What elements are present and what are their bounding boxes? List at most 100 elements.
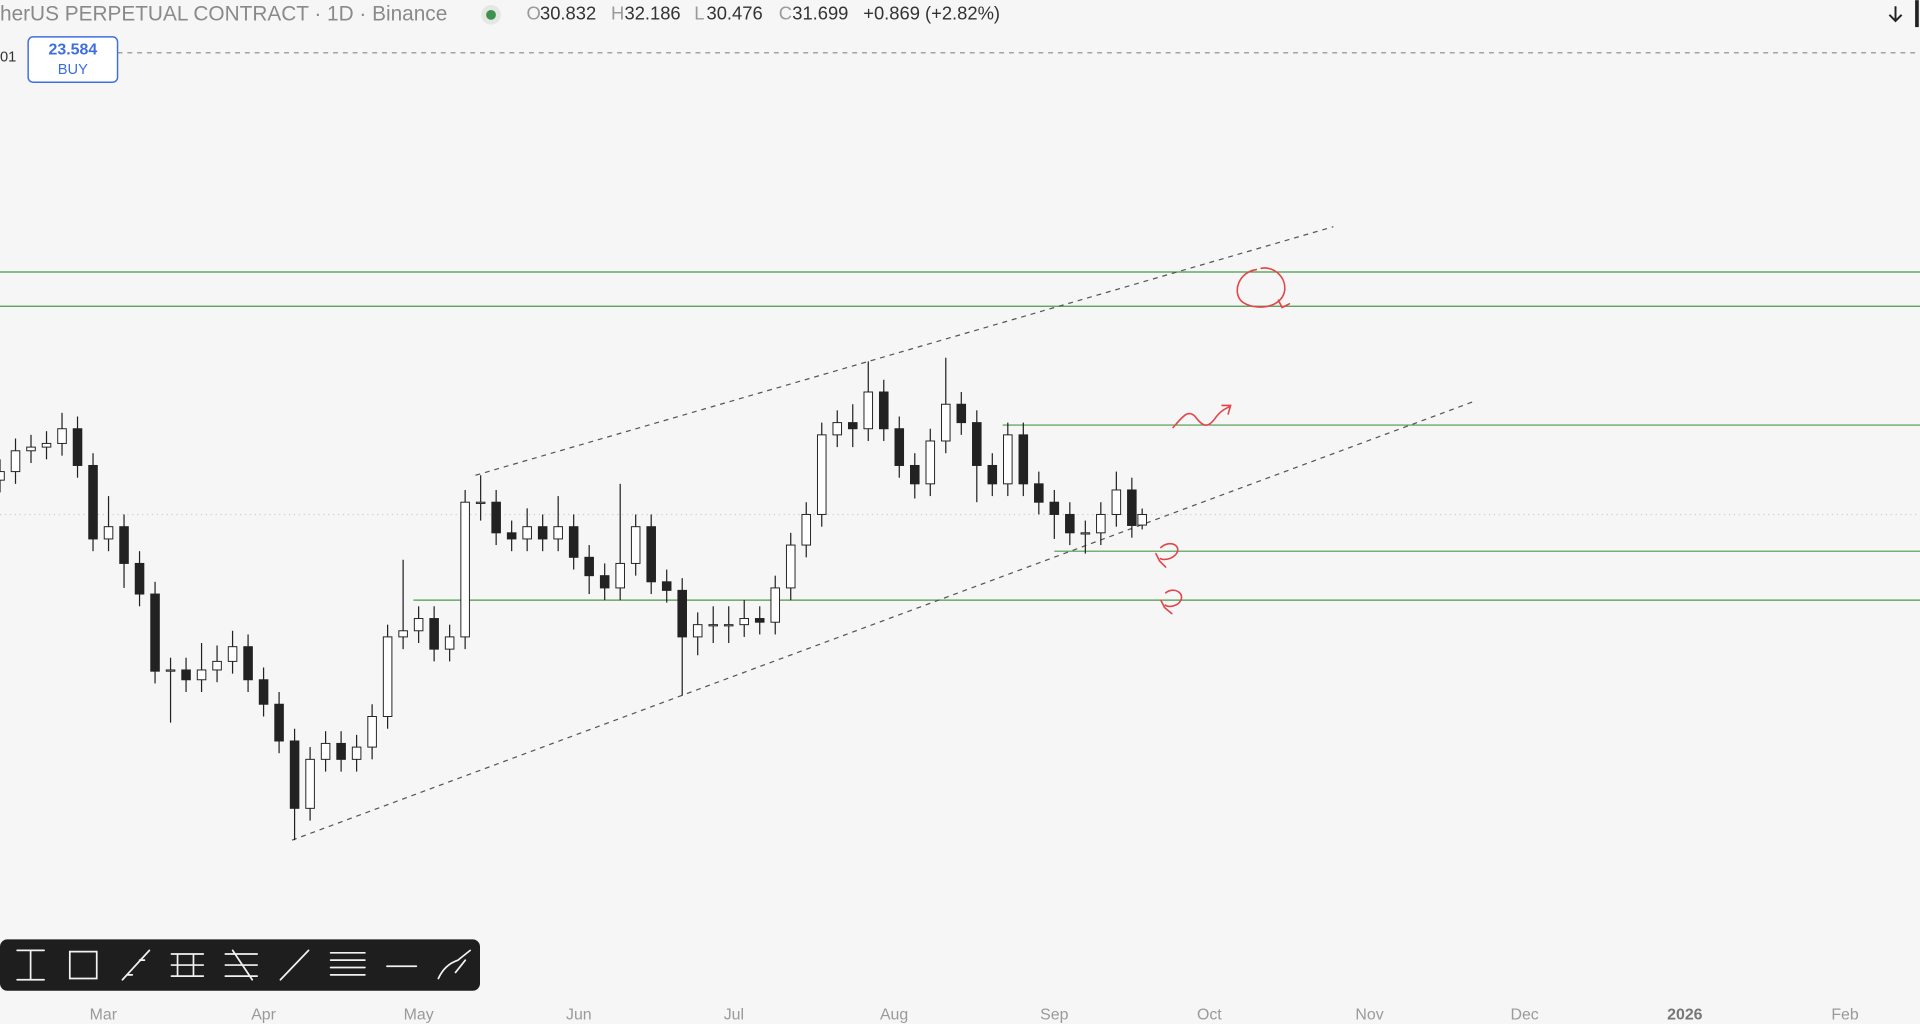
x-tick-label: 2026	[1667, 1006, 1703, 1023]
candle-body	[801, 513, 812, 546]
candle-body	[832, 422, 843, 436]
candle-body	[816, 434, 827, 515]
hook-arrow-1	[1155, 543, 1179, 568]
candle-body	[258, 679, 269, 705]
candle-body	[212, 660, 222, 671]
scroll-down-icon[interactable]	[1888, 6, 1903, 23]
candle-body	[661, 581, 672, 591]
tool-fib-retracement[interactable]	[170, 953, 205, 977]
candle-body	[274, 703, 284, 742]
candle-body	[460, 501, 470, 638]
x-tick-label: Jul	[724, 1006, 744, 1023]
edge-bar	[1915, 0, 1919, 28]
candle-body	[537, 526, 548, 540]
x-tick-label: Feb	[1831, 1006, 1859, 1023]
x-tick-label: Oct	[1197, 1006, 1222, 1023]
x-tick-label: May	[404, 1006, 434, 1023]
candle-body	[41, 442, 52, 448]
symbol-title: herUS PERPETUAL CONTRACT · 1D · Binance	[0, 2, 447, 25]
candle-body	[925, 440, 936, 485]
candle-body	[910, 464, 920, 485]
candle-body	[739, 618, 750, 626]
candle-body	[1096, 513, 1106, 534]
order-badge[interactable]: 23.584 BUY	[27, 36, 119, 83]
status-dot	[486, 9, 496, 20]
close-value: 31.699	[792, 3, 848, 24]
candle-body	[894, 428, 905, 466]
x-tick-label: Aug	[880, 1006, 908, 1023]
tool-rectangle[interactable]	[68, 950, 98, 980]
trend-line	[475, 226, 1334, 476]
candle-body	[785, 544, 796, 589]
candle-body	[847, 422, 858, 430]
change-value: +0.869 (+2.82%)	[863, 3, 1000, 24]
candle-body	[692, 624, 703, 638]
close-label: C	[779, 3, 792, 24]
candle-body	[584, 556, 594, 577]
open-value: 30.832	[540, 3, 596, 24]
squiggle-arrow	[1172, 404, 1232, 429]
candle-body	[134, 562, 145, 595]
candle-body	[398, 630, 408, 638]
candle-body	[196, 669, 207, 681]
candle-body	[181, 669, 191, 681]
candle-body	[972, 422, 982, 466]
candle-body	[941, 403, 951, 442]
candle-body	[351, 746, 362, 760]
candle-body	[1127, 489, 1137, 526]
candle-body	[754, 618, 765, 623]
hook-arrow-2	[1160, 589, 1183, 615]
annotations	[1155, 267, 1291, 615]
candle-body	[119, 526, 129, 564]
candle-body	[615, 562, 625, 589]
candle-body	[723, 624, 734, 627]
candle-body	[646, 526, 656, 583]
candle-body	[336, 742, 346, 760]
circle-annotation	[1236, 267, 1291, 309]
tool-text-cursor[interactable]	[16, 949, 45, 981]
x-tick-label: Jun	[566, 1006, 592, 1023]
candle-body	[475, 501, 486, 504]
open-label: O	[527, 3, 541, 24]
candle-body	[227, 646, 238, 662]
candle-body	[677, 589, 687, 638]
x-tick-label: Apr	[251, 1006, 276, 1023]
candle-body	[878, 391, 889, 430]
candle-body	[10, 450, 21, 473]
candle-body	[708, 624, 718, 627]
x-tick-label: Nov	[1355, 1006, 1383, 1023]
order-badge-box[interactable]	[27, 36, 119, 83]
tool-parallel-lines[interactable]	[329, 951, 366, 976]
scroll-down-button[interactable]	[1878, 0, 1919, 28]
x-tick-label: Sep	[1040, 1006, 1068, 1023]
tool-brush[interactable]	[437, 949, 472, 980]
tool-fib-extension[interactable]	[224, 949, 258, 981]
x-tick-label: Dec	[1510, 1006, 1538, 1023]
candle-body	[1018, 434, 1029, 485]
candle-body	[863, 391, 874, 430]
candle-body	[630, 526, 641, 564]
candle-body	[1034, 483, 1044, 503]
low-value: 30.476	[707, 3, 763, 24]
candle-body	[1111, 489, 1122, 515]
candle-body	[1080, 532, 1091, 535]
candle-body	[26, 446, 36, 452]
candle-body	[150, 593, 160, 672]
order-price[interactable]: 23.584	[49, 42, 98, 59]
x-tick-label: Mar	[90, 1006, 118, 1023]
order-side[interactable]: BUY	[58, 62, 88, 78]
candle-body	[413, 618, 424, 632]
candle-body	[57, 428, 67, 444]
tool-trend-line[interactable]	[279, 949, 310, 981]
candle-body	[305, 758, 315, 809]
trend-line	[291, 401, 1474, 841]
candle-body	[1065, 513, 1075, 534]
candle-body	[88, 464, 98, 540]
tool-path[interactable]	[121, 949, 151, 981]
candle-body	[444, 636, 455, 650]
candle-body	[0, 471, 5, 481]
candle-body	[770, 587, 781, 623]
candle-body	[553, 526, 563, 540]
